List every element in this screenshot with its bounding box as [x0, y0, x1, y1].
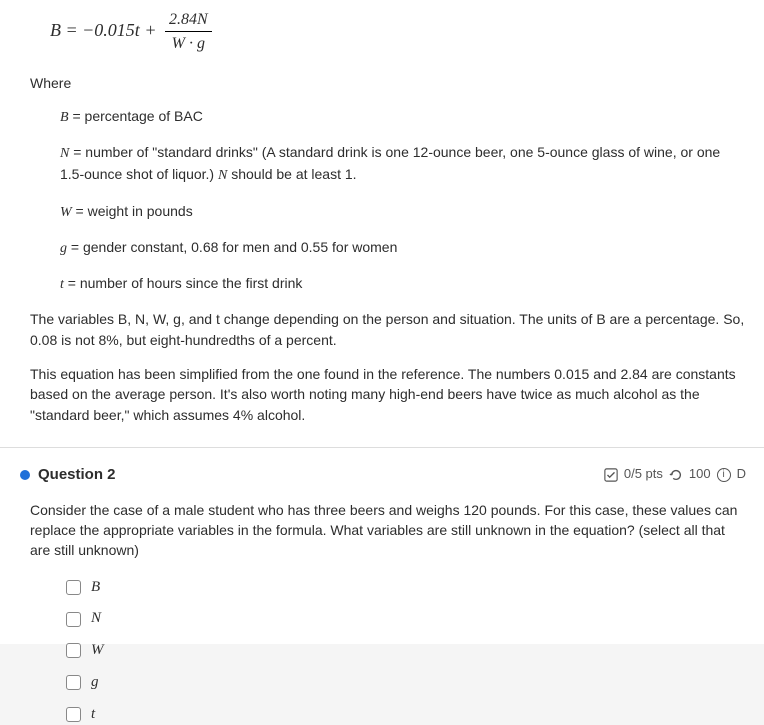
def-B: B = B = percentage of BACpercentage of B… [60, 106, 746, 128]
formula-eq: = [66, 20, 78, 40]
formula-numerator: 2.84N [165, 8, 212, 32]
option-t[interactable]: t [66, 704, 746, 725]
option-B[interactable]: B [66, 577, 746, 599]
checkbox-icon [604, 468, 618, 482]
def-N: N = number of "standard drinks" (A stand… [60, 142, 746, 187]
def-t: t = number of hours since the first drin… [60, 273, 746, 295]
where-label: Where [30, 73, 746, 93]
option-label-B: B [91, 577, 100, 599]
formula-term1: −0.015t [82, 20, 140, 40]
options-list: B N W g t [38, 577, 746, 725]
extra-label: D [737, 465, 746, 484]
definitions: B = B = percentage of BACpercentage of B… [38, 106, 746, 296]
option-label-t: t [91, 704, 95, 725]
def-W: W = weight in pounds [60, 201, 746, 223]
paragraph-2: This equation has been simplified from t… [30, 364, 746, 425]
option-W[interactable]: W [66, 640, 746, 662]
quiz-page: B = −0.015t + 2.84N W · g Where B = B = … [0, 0, 764, 644]
question-title-group: Question 2 [20, 464, 116, 486]
paragraph-1: The variables B, N, W, g, and t change d… [30, 309, 746, 350]
retry-icon [669, 468, 683, 482]
question-meta: 0/5 pts 100 i D [604, 465, 746, 484]
checkbox-N[interactable] [66, 612, 81, 627]
option-label-N: N [91, 608, 101, 630]
attempts-label: 100 [689, 465, 711, 484]
formula-denominator: W · g [165, 32, 212, 55]
info-icon[interactable]: i [717, 468, 731, 482]
checkbox-W[interactable] [66, 643, 81, 658]
formula-plus: + [144, 20, 156, 40]
points-label: 0/5 pts [624, 465, 663, 484]
status-dot-icon [20, 470, 30, 480]
option-g[interactable]: g [66, 672, 746, 694]
question-label: Question 2 [38, 464, 116, 486]
formula: B = −0.015t + 2.84N W · g [38, 8, 746, 55]
formula-fraction: 2.84N W · g [165, 8, 212, 55]
checkbox-g[interactable] [66, 675, 81, 690]
def-g: g = gender constant, 0.68 for men and 0.… [60, 237, 746, 259]
option-label-W: W [91, 640, 104, 662]
question-header: Question 2 0/5 pts 100 i D [20, 448, 746, 500]
question-body: Consider the case of a male student who … [30, 500, 746, 561]
formula-lhs: B [50, 20, 61, 40]
checkbox-t[interactable] [66, 707, 81, 722]
option-N[interactable]: N [66, 608, 746, 630]
option-label-g: g [91, 672, 99, 694]
checkbox-B[interactable] [66, 580, 81, 595]
